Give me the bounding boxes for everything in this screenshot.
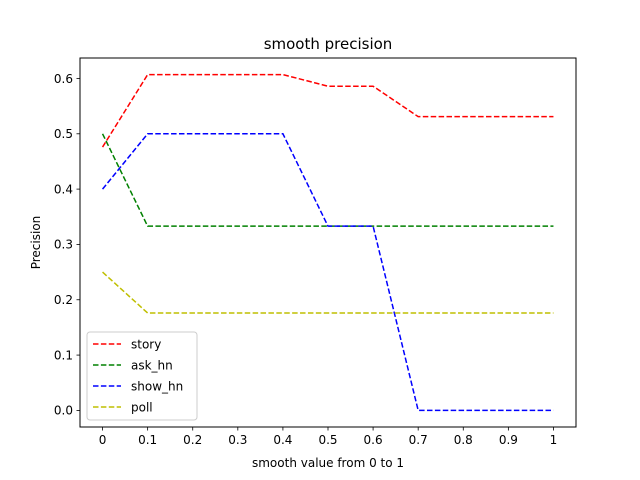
y-tick-label: 0.2 [54,293,73,307]
series-line-story [101,73,554,148]
legend-box [86,331,198,421]
series-line-show_hn [101,133,554,412]
x-tick-label: 0.4 [273,433,292,447]
y-tick-label: 0.3 [54,238,73,252]
x-tick-label: 0.8 [454,433,473,447]
y-tick-label: 0.0 [54,404,73,418]
legend-label-show_hn: show_hn [131,380,183,394]
x-tick-label: 0.5 [318,433,337,447]
x-tick-label: 0.2 [183,433,202,447]
chart-title: smooth precision [264,35,393,53]
y-tick-label: 0.1 [54,348,73,362]
x-tick-label: 0.1 [138,433,157,447]
y-tick-label: 0.5 [54,127,73,141]
x-axis-ticks: 0 0.1 0.2 0.3 0.4 0.5 0.6 0.7 0.8 0.9 1 [99,427,558,447]
series-line-ask_hn [101,133,554,227]
x-tick-label: 0.7 [409,433,428,447]
x-tick-label: 0.9 [499,433,518,447]
y-tick-label: 0.4 [54,182,73,196]
legend-label-ask_hn: ask_hn [131,359,173,373]
y-tick-label: 0.6 [54,72,73,86]
x-axis-label: smooth value from 0 to 1 [252,456,404,470]
x-tick-label: 0.6 [364,433,383,447]
y-axis-label: Precision [29,216,43,270]
series-lines [101,73,554,412]
legend-label-story: story [131,338,161,352]
x-tick-label: 1 [550,433,558,447]
y-axis-ticks: 0.0 0.1 0.2 0.3 0.4 0.5 0.6 [54,72,80,418]
series-line-poll [102,271,554,314]
x-tick-label: 0.3 [228,433,247,447]
x-tick-label: 0 [99,433,107,447]
legend-label-poll: poll [131,401,153,415]
